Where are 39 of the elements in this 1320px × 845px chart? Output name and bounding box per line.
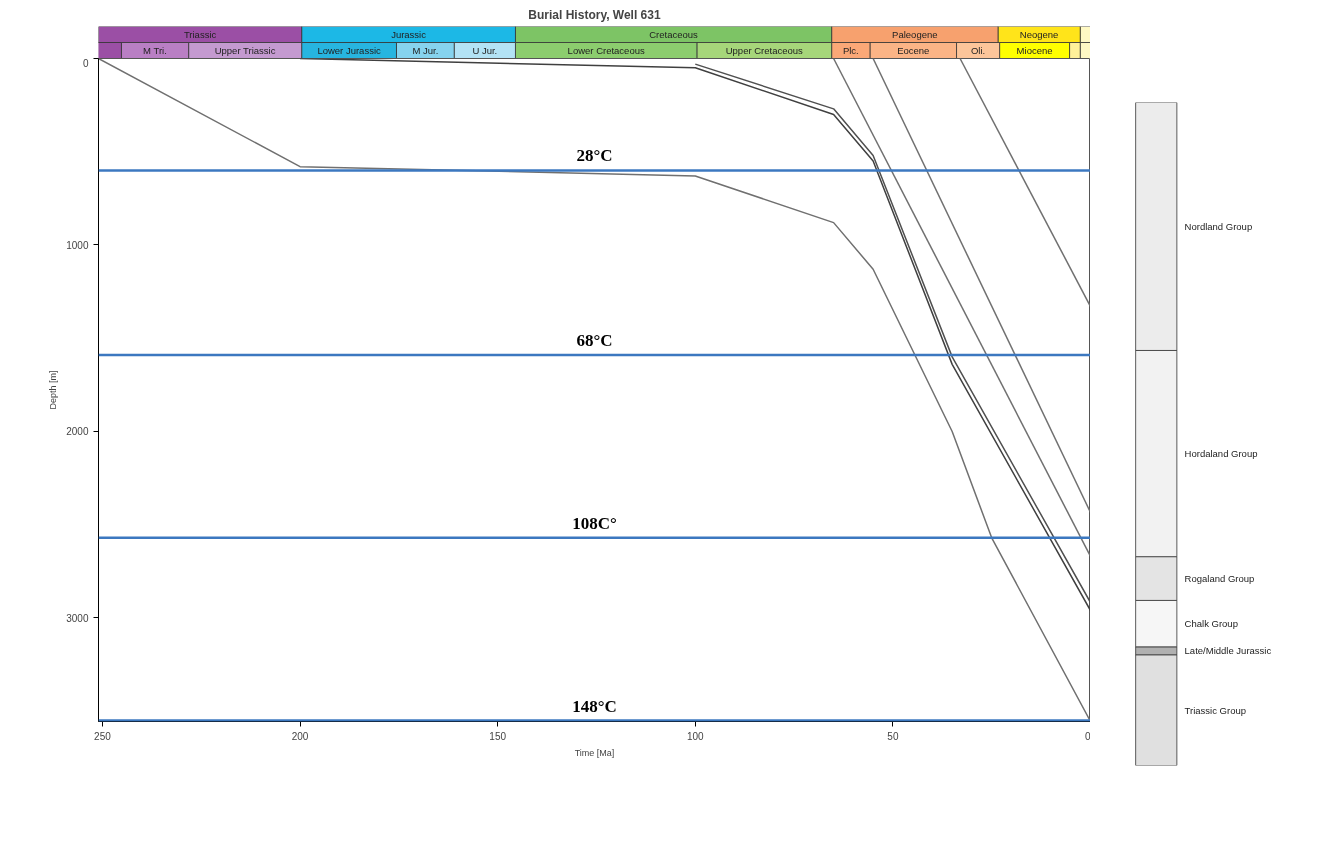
series-label: Paleogene [892, 29, 938, 40]
x-tick-label: 0 [1084, 730, 1091, 742]
y-tick-label: 3000 [66, 612, 89, 624]
series-label: Miocene [1016, 45, 1053, 56]
series-label: Rogaland Group [1184, 573, 1255, 585]
ref-line-label: 68°C [576, 331, 613, 351]
series-label: Chalk Group [1184, 618, 1238, 630]
series-label: Eocene [897, 45, 930, 56]
series-label: Hordaland Group [1184, 448, 1258, 460]
series-label: Triassic Group [1184, 704, 1247, 716]
y-axis-title: Depth [m] [48, 370, 59, 410]
ref-line-label: 108C° [572, 513, 617, 533]
x-tick-label: 250 [94, 730, 112, 742]
series-label: Cretaceous [649, 29, 699, 40]
x-tick-label: 100 [686, 730, 705, 742]
y-tick-label: 0 [82, 57, 89, 69]
series-label: Upper Cretaceous [725, 45, 804, 56]
series-label: Oli. [970, 45, 986, 56]
series-label: Plc. [842, 45, 859, 56]
x-tick-label: 50 [887, 730, 899, 742]
y-tick-label: 2000 [66, 426, 89, 438]
series-label: Lower Jurassic [317, 45, 381, 56]
series-label: Nordland Group [1184, 220, 1253, 232]
series-label: Triassic [183, 29, 217, 40]
series-label: Late/Middle Jurassic [1184, 645, 1272, 657]
series-label: U Jur. [472, 45, 498, 56]
x-tick-label: 200 [291, 730, 309, 742]
series-label: M Jur. [412, 45, 439, 56]
series-label: Upper Triassic [214, 45, 276, 56]
x-tick-label: 150 [489, 730, 507, 742]
series-label: Lower Cretaceous [567, 45, 645, 56]
series-label: M Tri. [143, 45, 167, 56]
ref-line-label: 148°C [572, 696, 617, 716]
ref-line-label: 28°C [576, 146, 613, 166]
chart-title: Burial History, Well 631 [528, 7, 661, 22]
x-axis-title: Time [Ma] [574, 747, 615, 758]
y-tick-label: 1000 [66, 240, 89, 251]
series-label: Jurassic [391, 29, 427, 40]
series-label: Neogene [1019, 29, 1059, 40]
